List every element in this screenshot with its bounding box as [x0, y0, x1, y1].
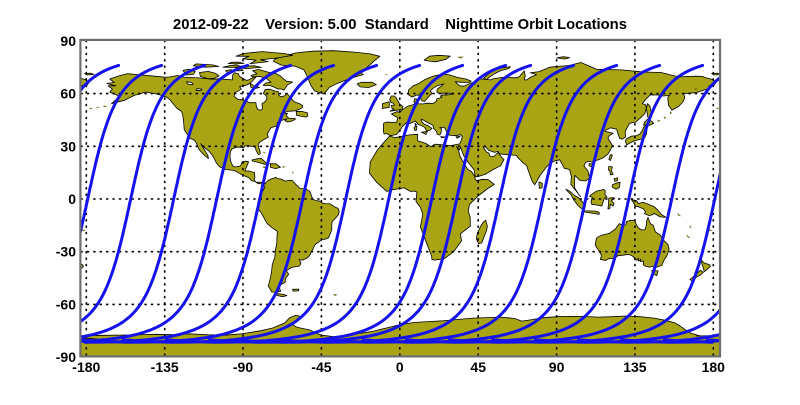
svg-text:-180: -180	[72, 359, 100, 375]
svg-text:90: 90	[60, 33, 76, 49]
svg-text:-60: -60	[56, 296, 76, 312]
svg-text:45: 45	[470, 359, 486, 375]
svg-text:0: 0	[396, 359, 404, 375]
svg-text:-30: -30	[56, 244, 76, 260]
svg-text:60: 60	[60, 86, 76, 102]
svg-text:-45: -45	[311, 359, 331, 375]
svg-text:-90: -90	[233, 359, 253, 375]
svg-text:180: 180	[702, 359, 726, 375]
svg-text:2012-09-22 Version: 5.00 S: 2012-09-22 Version: 5.00 Standard Nightt…	[173, 17, 627, 33]
svg-text:-90: -90	[56, 349, 76, 365]
svg-text:30: 30	[60, 138, 76, 154]
svg-text:90: 90	[549, 359, 565, 375]
svg-text:135: 135	[623, 359, 647, 375]
svg-text:0: 0	[68, 191, 76, 207]
svg-text:-135: -135	[151, 359, 179, 375]
